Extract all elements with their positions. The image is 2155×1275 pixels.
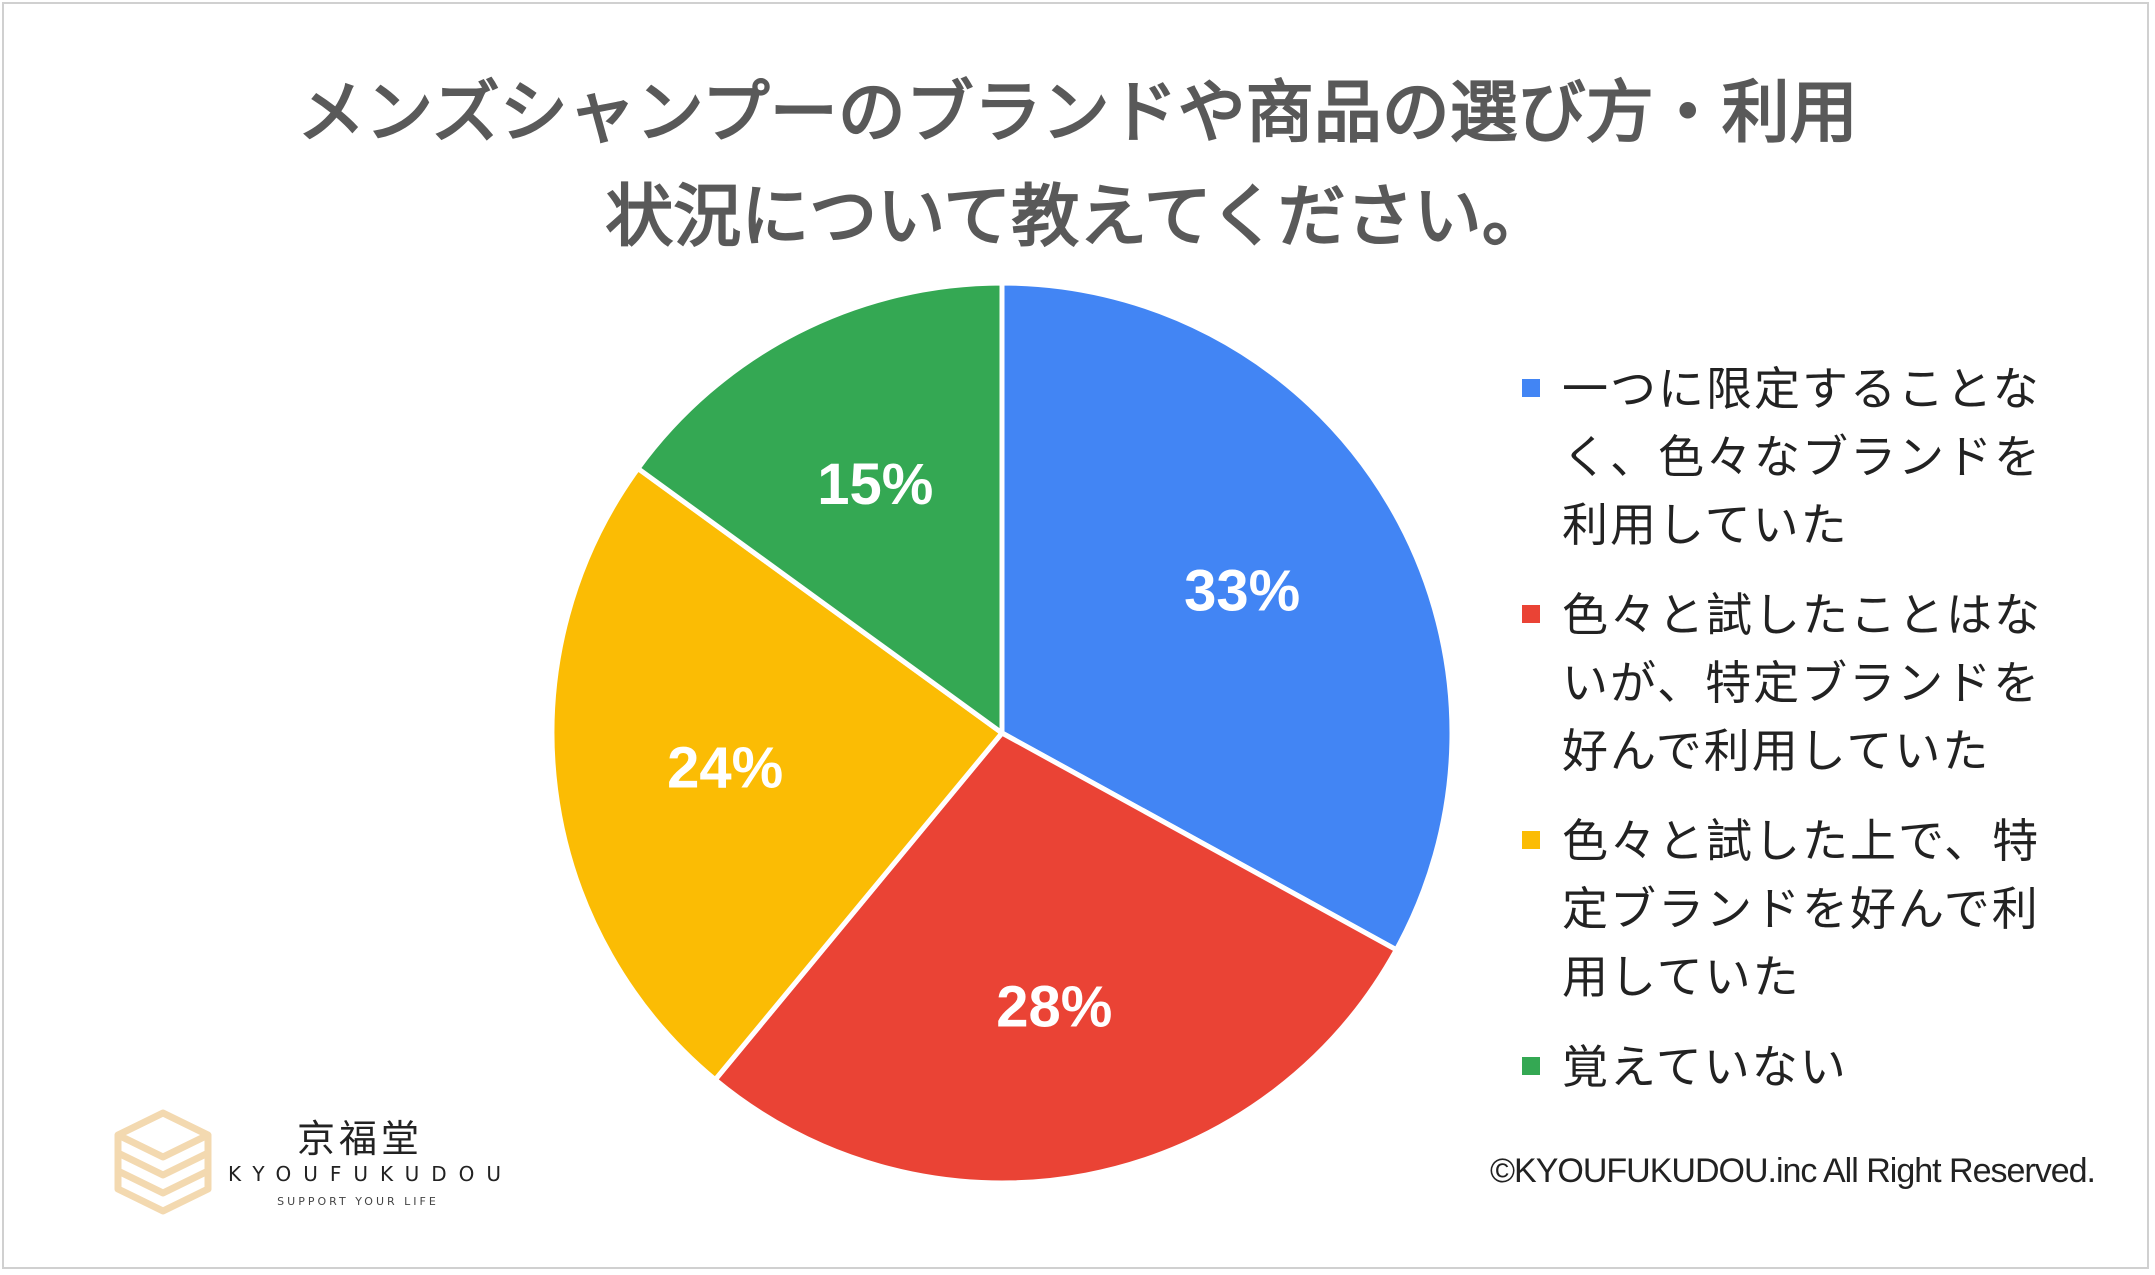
- legend-label-2: 色々と試した上で、特定ブランドを好んで利用していた: [1562, 814, 2041, 1004]
- legend-swatch-1: [1522, 605, 1540, 623]
- pie-slice-1: [712, 730, 1399, 1186]
- chart-legend: 一つに限定することなく、色々なブランドを利用していた 色々と試したことはないが、…: [1518, 355, 2078, 1123]
- pie-slice-label-3: 15%: [817, 452, 933, 517]
- pie-slice-label-2: 24%: [667, 735, 783, 800]
- legend-swatch-0: [1522, 379, 1540, 397]
- legend-swatch-3: [1522, 1057, 1540, 1075]
- company-logo: 京福堂 KYOUFUKUDOU SUPPORT YOUR LIFE: [108, 1100, 501, 1220]
- chart-title: メンズシャンプーのブランドや商品の選び方・利用 状況について教えてください。: [0, 62, 2155, 270]
- stacked-boxes-logo-icon: [114, 1109, 212, 1215]
- legend-item-0: 一つに限定することなく、色々なブランドを利用していた: [1518, 355, 2078, 559]
- pie-slice-2: [549, 465, 1005, 1083]
- logo-name-en: KYOUFUKUDOU: [228, 1162, 514, 1186]
- legend-label-0: 一つに限定することなく、色々なブランドを利用していた: [1562, 362, 2042, 552]
- chart-title-line-1: メンズシャンプーのブランドや商品の選び方・利用: [297, 74, 1858, 153]
- legend-item-2: 色々と試した上で、特定ブランドを好んで利用していた: [1518, 807, 2078, 1011]
- pie-slice-0: [999, 280, 1455, 953]
- logo-name-jp: 京福堂: [296, 1117, 423, 1161]
- legend-item-1: 色々と試したことはないが、特定ブランドを好んで利用していた: [1518, 581, 2078, 785]
- legend-label-3: 覚えていない: [1562, 1040, 1848, 1094]
- pie-slice-label-1: 28%: [996, 975, 1112, 1040]
- legend-item-3: 覚えていない: [1518, 1033, 2078, 1101]
- pie-slice-3: [635, 280, 1005, 736]
- pie-slice-label-0: 33%: [1184, 558, 1300, 623]
- copyright-text: ©KYOUFUKUDOU.inc All Right Reserved.: [1489, 1152, 2096, 1190]
- legend-swatch-2: [1522, 831, 1540, 849]
- chart-title-line-2: 状況について教えてください。: [605, 178, 1550, 257]
- logo-tagline: SUPPORT YOUR LIFE: [277, 1195, 439, 1208]
- legend-label-1: 色々と試したことはないが、特定ブランドを好んで利用していた: [1562, 588, 2042, 778]
